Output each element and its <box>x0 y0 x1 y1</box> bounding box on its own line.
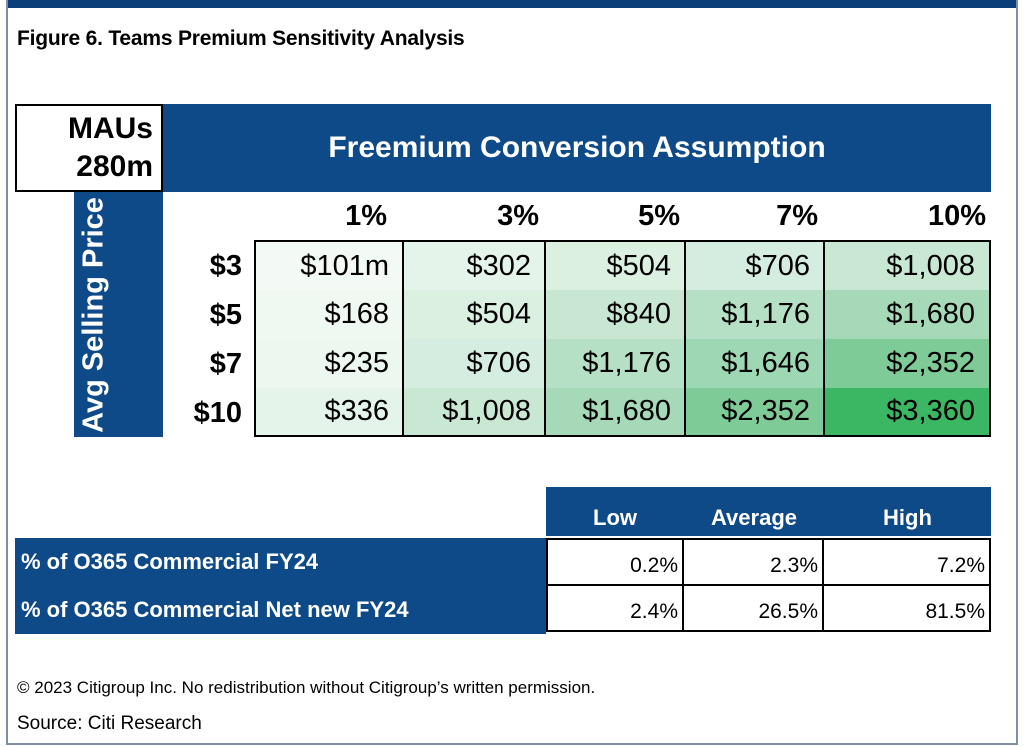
summary-cell: 26.5% <box>682 584 824 632</box>
grid-cell: $1,646 <box>685 339 824 388</box>
grid-divider <box>544 242 546 435</box>
grid-cell: $3,360 <box>824 388 989 435</box>
col-header-1: 1% <box>345 200 387 232</box>
grid-cell: $235 <box>256 339 403 388</box>
row-header-10: $10 <box>193 397 242 429</box>
row-header-3: $3 <box>209 250 242 282</box>
row-header-7: $7 <box>209 348 242 380</box>
summary-cell: 81.5% <box>822 584 991 632</box>
mau-box: MAUs 280m <box>15 104 163 192</box>
copyright-notice: © 2023 Citigroup Inc. No redistribution … <box>17 678 596 697</box>
col-header-3: 5% <box>638 200 680 232</box>
grid-cell: $504 <box>545 242 685 290</box>
sensitivity-grid: $101m $302 $504 $706 $1,008 $168 $504 $8… <box>254 240 991 437</box>
col-header-5: 10% <box>927 200 986 232</box>
price-side-label: Avg Selling Price <box>77 197 110 433</box>
mau-label: MAUs <box>67 112 153 145</box>
top-accent-bar <box>6 0 1018 8</box>
grid-cell: $1,680 <box>824 290 989 339</box>
summary-cell: 2.3% <box>682 538 824 586</box>
col-header-4: 7% <box>776 200 818 232</box>
grid-divider <box>684 242 686 435</box>
grid-cell: $706 <box>403 339 545 388</box>
figure-title: Figure 6. Teams Premium Sensitivity Anal… <box>17 27 465 50</box>
grid-cell: $504 <box>403 290 545 339</box>
figure-frame <box>6 0 1018 745</box>
mau-value: 280m <box>76 150 153 183</box>
grid-cell: $706 <box>685 242 824 290</box>
summary-row-label: % of O365 Commercial FY24 <box>15 538 546 586</box>
col-header-2: 3% <box>497 200 539 232</box>
summary-row-label: % of O365 Commercial Net new FY24 <box>15 586 546 634</box>
grid-divider <box>402 242 404 435</box>
grid-cell: $101m <box>256 242 403 290</box>
grid-cell: $840 <box>545 290 685 339</box>
grid-cell: $1,176 <box>685 290 824 339</box>
grid-cell: $302 <box>403 242 545 290</box>
grid-cell: $168 <box>256 290 403 339</box>
grid-cell: $336 <box>256 388 403 435</box>
summary-header-average: Average <box>684 487 824 536</box>
conversion-header: Freemium Conversion Assumption <box>163 104 991 192</box>
summary-cell: 2.4% <box>546 584 684 632</box>
summary-cell: 0.2% <box>546 538 684 586</box>
grid-cell: $1,008 <box>824 242 989 290</box>
grid-cell: $1,176 <box>545 339 685 388</box>
summary-cell: 7.2% <box>822 538 991 586</box>
price-side-band <box>74 192 163 437</box>
grid-cell: $1,680 <box>545 388 685 435</box>
grid-cell: $2,352 <box>824 339 989 388</box>
row-header-5: $5 <box>209 299 242 331</box>
summary-header-low: Low <box>546 487 684 536</box>
grid-divider <box>823 242 825 435</box>
source-note: Source: Citi Research <box>17 713 202 734</box>
grid-cell: $1,008 <box>403 388 545 435</box>
grid-cell: $2,352 <box>685 388 824 435</box>
summary-header-high: High <box>824 487 991 536</box>
